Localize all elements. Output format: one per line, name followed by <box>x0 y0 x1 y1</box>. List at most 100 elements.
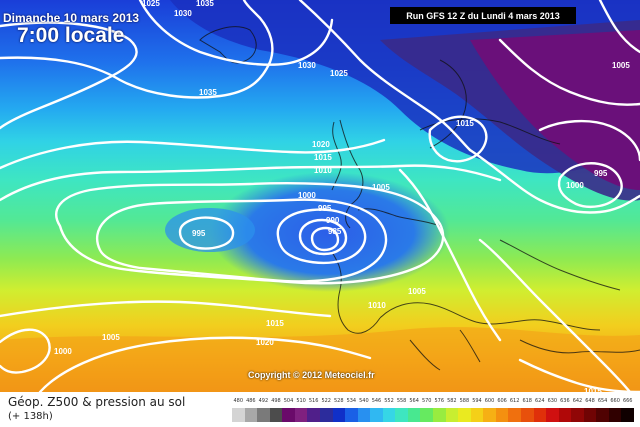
isobar-label: 990 <box>326 216 340 225</box>
scale-label: 504 <box>283 398 294 404</box>
forecast-map-canvas: 1035 1030 1025 1035 1030 1025 1005 1015 … <box>0 0 640 392</box>
scale-label: 528 <box>334 398 344 404</box>
isobar-label: 1015 <box>456 119 474 128</box>
copyright-notice: Copyright © 2012 Meteociel.fr <box>248 370 375 380</box>
scale-swatch <box>269 408 283 422</box>
isobar-label: 1025 <box>330 69 348 78</box>
scale-label: 564 <box>409 398 419 404</box>
isobar-label: 1005 <box>408 287 426 296</box>
isobar-label: 1005 <box>372 183 390 192</box>
forecast-date: Dimanche 10 mars 2013 <box>3 11 140 25</box>
scale-swatch <box>571 408 584 422</box>
scale-swatch <box>533 408 547 422</box>
map-footer: Géop. Z500 & pression au sol (+ 138h) 48… <box>0 392 640 427</box>
scale-label: 618 <box>522 398 532 404</box>
scale-swatch <box>370 408 383 422</box>
scale-label: 576 <box>434 398 445 404</box>
scale-label: 546 <box>371 398 382 404</box>
isobar-label: 1035 <box>196 0 214 8</box>
scale-swatch <box>232 408 245 422</box>
isobar-label: 1010 <box>314 166 332 175</box>
scale-label: 534 <box>346 398 357 404</box>
scale-label: 600 <box>484 398 495 404</box>
scale-swatch <box>294 408 308 422</box>
isobar-label: 1015 <box>314 153 332 162</box>
scale-label: 630 <box>547 398 558 404</box>
isobar-label: 1000 <box>566 181 584 190</box>
isobar-label: 1010 <box>368 301 386 310</box>
isobar-label: 985 <box>328 227 342 236</box>
scale-label: 666 <box>622 398 633 404</box>
scale-labels: 480 486 492 498 504 510 516 522 528 534 540 546 552 5… <box>232 398 634 407</box>
isobar-labels: 1035 1030 1025 1035 1030 1025 1005 1015 … <box>54 0 630 392</box>
scale-label: 660 <box>610 398 620 404</box>
isobar-label: 1015 <box>266 319 284 328</box>
scale-label: 480 <box>233 398 244 404</box>
scale-label: 594 <box>472 398 482 404</box>
scale-swatch <box>596 408 609 422</box>
scale-label: 612 <box>509 398 520 404</box>
scale-label: 558 <box>396 398 407 404</box>
southern-warm-band <box>0 327 640 392</box>
scale-label: 498 <box>271 398 281 404</box>
scale-swatch <box>608 408 622 422</box>
scale-label: 486 <box>246 398 256 404</box>
scale-swatch <box>621 408 634 422</box>
scale-swatch <box>282 408 295 422</box>
scale-swatch <box>483 408 496 422</box>
scale-swatch <box>407 408 421 422</box>
scale-label: 606 <box>497 398 507 404</box>
scale-swatch <box>445 408 459 422</box>
scale-swatch <box>382 408 396 422</box>
scale-swatch <box>395 408 408 422</box>
isobar-label: 1000 <box>54 347 72 356</box>
isobar-label: 1030 <box>174 9 192 18</box>
isobar-label: 995 <box>594 169 608 178</box>
scale-label: 654 <box>597 398 608 404</box>
scale-label: 510 <box>296 398 306 404</box>
scale-label: 588 <box>459 398 470 404</box>
scale-label: 624 <box>535 398 545 404</box>
scale-swatch <box>508 408 521 422</box>
isobar-label: 1015 <box>584 387 602 392</box>
scale-swatch <box>433 408 446 422</box>
scale-label: 636 <box>560 398 570 404</box>
isobar-label: 1035 <box>199 88 217 97</box>
model-run-label: Run GFS 12 Z du Lundi 4 mars 2013 <box>390 7 576 24</box>
scale-label: 522 <box>321 398 331 404</box>
color-scale-legend: 480 486 492 498 504 510 516 522 528 534 540 546 552 5… <box>232 398 634 424</box>
scale-swatch <box>332 408 346 422</box>
isobar-label: 1020 <box>312 140 330 149</box>
scale-swatch <box>420 408 433 422</box>
scale-swatch <box>319 408 333 422</box>
scale-label: 516 <box>308 398 319 404</box>
scale-label: 570 <box>421 398 432 404</box>
scale-swatch <box>470 408 484 422</box>
isobar-label: 1020 <box>256 338 274 347</box>
isobar-contours <box>0 0 640 392</box>
scale-label: 552 <box>384 398 394 404</box>
scale-swatch <box>307 408 320 422</box>
isobar-label: 1005 <box>102 333 120 342</box>
scale-label: 642 <box>572 398 583 404</box>
forecast-time: 7:00 locale <box>17 24 125 47</box>
scale-swatch <box>257 408 270 422</box>
scale-swatch <box>546 408 559 422</box>
scale-color-bar <box>232 408 634 422</box>
western-low-area <box>165 208 255 252</box>
isobar-label: 995 <box>192 229 206 238</box>
scale-label: 540 <box>359 398 369 404</box>
scale-swatch <box>558 408 572 422</box>
dark-purple-core <box>470 30 640 190</box>
forecast-lead-time: (+ 138h) <box>8 411 53 422</box>
isobar-label: 995 <box>318 204 332 213</box>
scale-swatch <box>345 408 358 422</box>
scale-label: 492 <box>258 398 269 404</box>
scale-swatch <box>357 408 371 422</box>
scale-swatch <box>244 408 258 422</box>
scale-swatch <box>495 408 509 422</box>
isobar-label: 1030 <box>298 61 316 70</box>
isobar-label: 1000 <box>298 191 316 200</box>
isobar-label: 1005 <box>612 61 630 70</box>
